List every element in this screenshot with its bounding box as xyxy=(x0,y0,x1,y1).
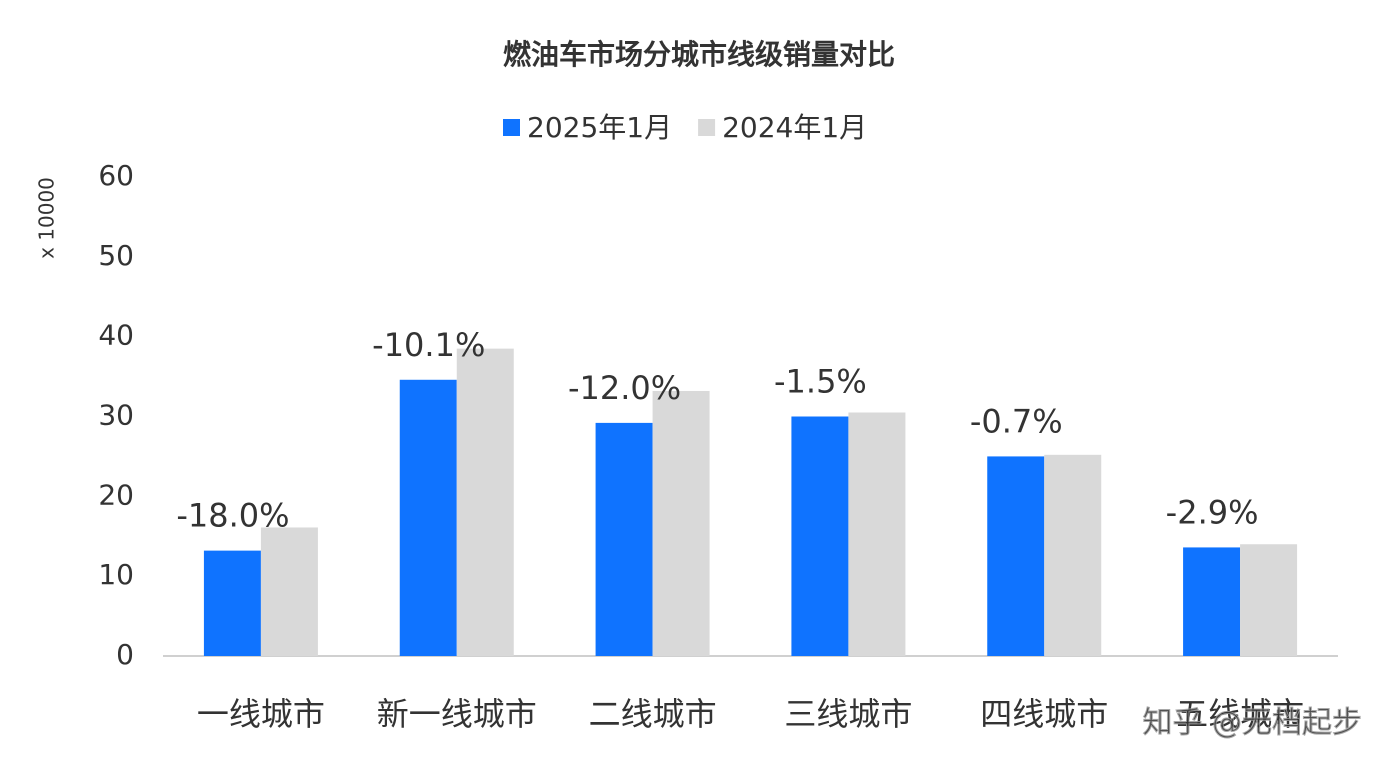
x-tick-label: 一线城市 xyxy=(197,695,325,733)
bar xyxy=(1240,544,1298,656)
legend-swatch xyxy=(503,119,520,136)
bar xyxy=(399,379,457,656)
x-tick-label: 三线城市 xyxy=(784,695,912,733)
bar xyxy=(652,390,710,656)
bar xyxy=(203,550,261,656)
y-tick-label: 10 xyxy=(98,558,134,591)
x-tick-label: 二线城市 xyxy=(589,695,717,733)
y-tick-label: 30 xyxy=(98,399,134,432)
y-tick-label: 0 xyxy=(116,638,134,671)
y-tick-label: 20 xyxy=(98,478,134,511)
legend-label: 2024年1月 xyxy=(722,111,867,144)
watermark: 知乎 @无档起步 xyxy=(1142,706,1362,741)
bar xyxy=(260,527,318,656)
bar xyxy=(791,416,849,656)
bar xyxy=(595,422,653,656)
x-tick-label: 新一线城市 xyxy=(377,695,537,733)
y-tick-label: 40 xyxy=(98,319,134,352)
bar xyxy=(848,412,906,656)
data-label: -0.7% xyxy=(970,402,1063,440)
data-label: -1.5% xyxy=(774,363,867,401)
bar xyxy=(987,456,1045,656)
x-tick-label: 五线城市 xyxy=(1176,695,1304,733)
data-label: -2.9% xyxy=(1166,493,1259,531)
data-label: -10.1% xyxy=(372,326,485,364)
legend-label: 2025年1月 xyxy=(527,111,672,144)
bar xyxy=(456,348,514,656)
data-label: -12.0% xyxy=(568,369,681,407)
x-tick-label: 四线城市 xyxy=(980,695,1108,733)
bar xyxy=(1044,454,1102,656)
legend-swatch xyxy=(698,119,716,136)
chart-title: 燃油车市场分城市线级销量对比 xyxy=(503,38,895,71)
bar xyxy=(1183,547,1241,656)
data-label: -18.0% xyxy=(176,497,289,535)
y-axis-label: x 10000 xyxy=(35,177,59,259)
y-tick-label: 60 xyxy=(98,159,134,192)
y-tick-label: 50 xyxy=(98,239,134,272)
